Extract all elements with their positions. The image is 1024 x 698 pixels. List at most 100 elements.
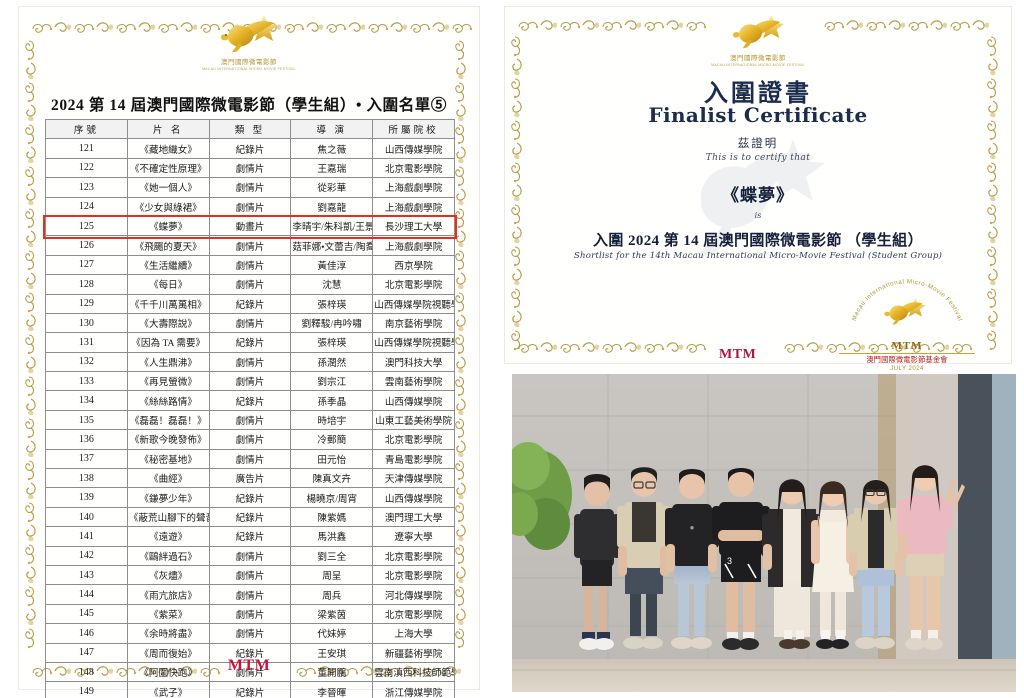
table-row: 136 《新歌今晚發佈》 劇情片 冷郵簡 北京電影學院 xyxy=(45,429,455,450)
cell-title: 《紫菜》 xyxy=(126,603,210,625)
cell-school: 北京電影學院 xyxy=(372,545,455,566)
certificate-certify-en: This is to certify that xyxy=(705,153,811,163)
table-row: 137 《秘密基地》 劇情片 田元怡 青島電影學院 xyxy=(45,448,455,470)
table-row: 149 《武子》 紀錄片 李晉暉 浙江傳媒學院 xyxy=(45,681,455,698)
cell-no: 142 xyxy=(45,545,128,566)
cell-director: 陳紫媽 xyxy=(290,506,374,528)
list-title: 2024 第 14 屆澳門國際微電影節（學生組）• 入圍名單⑤ xyxy=(50,97,448,114)
cell-director: 劉嘉龍 xyxy=(290,196,374,217)
cell-director: 劉三全 xyxy=(290,545,374,566)
cell-school: 山西傳媒學院 xyxy=(372,390,455,411)
cell-director: 李晴宇/朱科凱/王景浩/盧凱/謝寧寧 xyxy=(290,215,374,237)
group-photo-image: ● 3 xyxy=(512,374,1016,692)
group-photo: ● 3 xyxy=(512,374,1016,692)
cell-title: 《曲經》 xyxy=(126,468,210,489)
cell-no: 149 xyxy=(45,681,128,698)
cell-genre: 劇情片 xyxy=(208,196,292,217)
cell-title: 《她一個人》 xyxy=(126,177,210,198)
table-row: 144 《雨亢旅店》 劇情片 周兵 河北傳媒學院 xyxy=(45,584,455,605)
table-row: 135 《磊磊！磊磊！》 劇情片 時培宇 山東工藝美術學院 xyxy=(45,409,455,431)
cell-school: 河北傳媒學院 xyxy=(372,584,455,605)
cell-director: 王嘉瑞 xyxy=(290,157,374,179)
cell-no: 134 xyxy=(45,390,128,411)
cell-title: 《生活繼續》 xyxy=(126,254,210,276)
table-row: 124 《少女與綠裙》 劇情片 劉嘉龍 上海戲劇學院 xyxy=(45,196,455,217)
cell-genre: 紀錄片 xyxy=(208,138,292,159)
certificate-film-title: 《蝶夢》 xyxy=(722,186,794,205)
cell-title: 《秘密基地》 xyxy=(126,448,210,470)
cell-genre: 紀錄片 xyxy=(208,293,292,314)
table-row: 141 《遠遊》 紀錄片 馬洪鑫 遼寧大學 xyxy=(45,526,455,547)
cell-genre: 紀錄片 xyxy=(208,390,292,411)
seal-mark: MTM xyxy=(891,340,923,352)
cell-genre: 劇情片 xyxy=(208,177,292,198)
finalist-table: 序號 片 名 類 型 導 演 所屬院校 121 《藏地織女》 紀錄片 焦之薇 山西傳媒學… xyxy=(45,118,455,698)
certificate-title-cn: 入圍證書 xyxy=(704,81,812,107)
cell-no: 122 xyxy=(45,157,128,179)
cell-no: 127 xyxy=(45,254,128,276)
cell-director: 時培宇 xyxy=(290,409,374,431)
certificate-footer-mark: MTM xyxy=(719,347,757,362)
cell-title: 《余時將盡》 xyxy=(126,623,210,644)
cell-school: 南京藝術學院 xyxy=(372,312,455,334)
cell-school: 北京電影學院 xyxy=(372,274,455,295)
table-row: 133 《再見螢微》 劇情片 劉宗江 雲南藝術學院 xyxy=(45,371,455,392)
cell-no: 121 xyxy=(45,138,128,159)
cell-genre: 劇情片 xyxy=(208,564,292,586)
cell-genre: 廣告片 xyxy=(208,468,292,489)
table-row: 145 《紫菜》 劇情片 梁紫茵 北京電影學院 xyxy=(45,603,455,625)
cell-school: 西京學院 xyxy=(372,254,455,276)
cell-director: 從彩華 xyxy=(290,177,374,198)
cell-genre: 劇情片 xyxy=(208,157,292,179)
certificate-certify-cn: 茲證明 xyxy=(737,138,779,150)
cell-title: 《人生鼎沸》 xyxy=(126,351,210,373)
cell-school: 上海戲劇學院 xyxy=(372,177,455,198)
festival-logo-certificate: 澳門國際微電影節 MACAU INTERNATIONAL MICRO-MOVIE… xyxy=(505,11,1011,67)
table-row: 122 《不確定性原理》 劇情片 王嘉瑞 北京電影學院 xyxy=(45,157,455,179)
list-footer-mark: MTM xyxy=(227,657,271,674)
table-row: 146 《余時將盡》 劇情片 代妹婷 上海大學 xyxy=(45,623,455,644)
gold-bird-seal-icon: Macau International Micro-Movie Festival xyxy=(851,278,963,325)
cell-school: 山西傳媒學院 xyxy=(372,487,455,508)
cell-school: 上海戲劇學院 xyxy=(372,196,455,217)
cell-school: 浙江傳媒學院 xyxy=(372,681,455,698)
cell-school: 上海大學 xyxy=(372,623,455,644)
cell-title: 《藏地織女》 xyxy=(126,138,210,159)
finalist-table-body: 121 《藏地織女》 紀錄片 焦之薇 山西傳媒學院 122 《不確定性原理》 劇情片 王嘉瑞 北京… xyxy=(45,138,455,698)
cell-director: 周呈 xyxy=(290,564,374,586)
cell-genre: 劇情片 xyxy=(208,545,292,566)
table-row: 147 《周而復始》 紀錄片 王安琪 新疆藝術學院 xyxy=(45,642,455,663)
cell-director: 張梓瑛 xyxy=(290,332,374,353)
cell-title: 《鷗絆過石》 xyxy=(126,545,210,566)
cell-no: 129 xyxy=(45,293,128,314)
finalist-certificate: 澳門國際微電影節 MACAU INTERNATIONAL MICRO-MOVIE… xyxy=(504,6,1012,372)
cell-director: 張梓瑛 xyxy=(290,293,374,314)
table-row: 121 《藏地織女》 紀錄片 焦之薇 山西傳媒學院 xyxy=(45,138,455,159)
cell-director: 菇菲娜•文蕾吉/陶喬怡 xyxy=(290,235,374,256)
column-header-school: 所屬院校 xyxy=(372,118,455,140)
cell-school: 澳門理工大學 xyxy=(372,506,455,528)
table-row: 129《千千川萬萬相》紀錄片張梓瑛山西傳媒學院視聽學院 xyxy=(45,293,455,314)
cell-no: 140 xyxy=(45,506,128,528)
cell-school: 天津傳媒學院 xyxy=(372,468,455,489)
cell-director: 周兵 xyxy=(290,584,374,605)
cell-genre: 劇情片 xyxy=(208,235,292,256)
cell-title: 《鎌夢少年》 xyxy=(126,487,210,508)
cell-title: 《每日》 xyxy=(126,274,210,295)
cell-director: 黃佳淳 xyxy=(290,254,374,276)
cell-genre: 劇情片 xyxy=(208,371,292,392)
festival-logo-name-cn: 澳門國際微電影節 xyxy=(221,59,277,66)
certificate-body-cn: 入圍 2024 第 14 屆澳門國際微電影節 （學生組） xyxy=(593,233,923,249)
cell-genre: 劇情片 xyxy=(208,312,292,334)
cell-no: 132 xyxy=(45,351,128,373)
table-row: 143 《灰燼》 劇情片 周呈 北京電影學院 xyxy=(45,564,455,586)
column-header-no: 序號 xyxy=(45,118,128,140)
cell-no: 125 xyxy=(45,215,128,237)
cell-genre: 紀錄片 xyxy=(208,681,292,698)
cell-director: 焦之薇 xyxy=(290,138,374,159)
festival-logo-name-en: MACAU INTERNATIONAL MICRO-MOVIE FESTIVAL xyxy=(202,67,296,71)
cell-no: 135 xyxy=(45,409,128,431)
table-header-row: 序號 片 名 類 型 導 演 所屬院校 xyxy=(45,118,455,140)
cell-no: 141 xyxy=(45,526,128,547)
